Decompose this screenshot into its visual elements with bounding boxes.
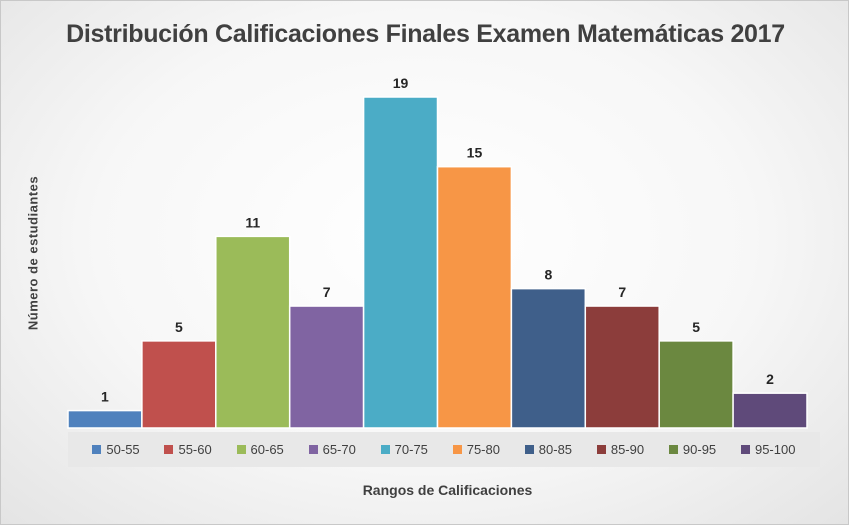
legend-label: 85-90 — [610, 442, 645, 457]
legend-item-55-60: 55-60 — [164, 442, 212, 457]
legend-swatch — [164, 445, 174, 454]
legend-swatch — [668, 445, 678, 454]
legend-swatch — [236, 445, 246, 454]
data-label-50-55: 1 — [101, 389, 109, 405]
data-label-55-60: 5 — [175, 319, 183, 335]
legend-swatch — [740, 445, 750, 454]
chart-title: Distribución Calificaciones Finales Exam… — [66, 20, 785, 48]
legend-label: 65-70 — [322, 442, 356, 457]
legend-label: 80-85 — [538, 442, 573, 457]
data-label-85-90: 7 — [618, 284, 626, 300]
bar-80-85 — [510, 287, 587, 429]
data-label-75-80: 15 — [467, 145, 483, 161]
legend-label: 50-55 — [106, 442, 140, 457]
legend-swatch — [380, 445, 390, 454]
legend-label: 60-65 — [250, 442, 284, 457]
data-label-70-75: 19 — [393, 75, 409, 91]
legend-label: 95-100 — [754, 442, 796, 457]
legend-swatch — [452, 445, 462, 454]
bar-85-90 — [584, 305, 660, 429]
legend-item-75-80: 75-80 — [452, 442, 500, 457]
bar-60-65 — [215, 235, 291, 429]
x-axis-label: Rangos de Calificaciones — [362, 482, 533, 498]
legend-label: 75-80 — [466, 442, 500, 457]
legend-item-50-55: 50-55 — [92, 442, 140, 457]
data-label-80-85: 8 — [544, 267, 552, 283]
legend-item-60-65: 60-65 — [236, 442, 284, 457]
legend-item-90-95: 90-95 — [668, 442, 717, 457]
legend-item-85-90: 85-90 — [596, 442, 645, 457]
legend-item-65-70: 65-70 — [308, 442, 356, 457]
legend-swatch — [308, 445, 318, 454]
bar-55-60 — [141, 340, 217, 429]
legend-item-95-100: 95-100 — [740, 442, 796, 457]
data-label-60-65: 11 — [245, 214, 260, 230]
legend-label: 55-60 — [178, 442, 212, 457]
bar-50-55 — [67, 409, 143, 429]
legend-swatch — [596, 445, 606, 454]
legend-swatch — [524, 445, 534, 454]
legend-item-80-85: 80-85 — [524, 442, 573, 457]
legend-label: 90-95 — [682, 442, 717, 457]
bar-90-95 — [658, 340, 734, 429]
legend: 50-55 55-60 60-65 65-70 70-75 75-80 80-85 85-90… — [68, 432, 820, 467]
legend-label: 70-75 — [394, 442, 428, 457]
bar-75-80 — [436, 165, 513, 429]
bar-70-75 — [362, 96, 439, 429]
data-label-90-95: 5 — [692, 319, 700, 335]
data-label-95-100: 2 — [766, 371, 774, 387]
bar-95-100 — [732, 392, 808, 429]
data-label-65-70: 7 — [323, 284, 331, 300]
legend-item-70-75: 70-75 — [380, 442, 428, 457]
legend-swatch — [92, 445, 102, 454]
bar-65-70 — [288, 305, 365, 429]
